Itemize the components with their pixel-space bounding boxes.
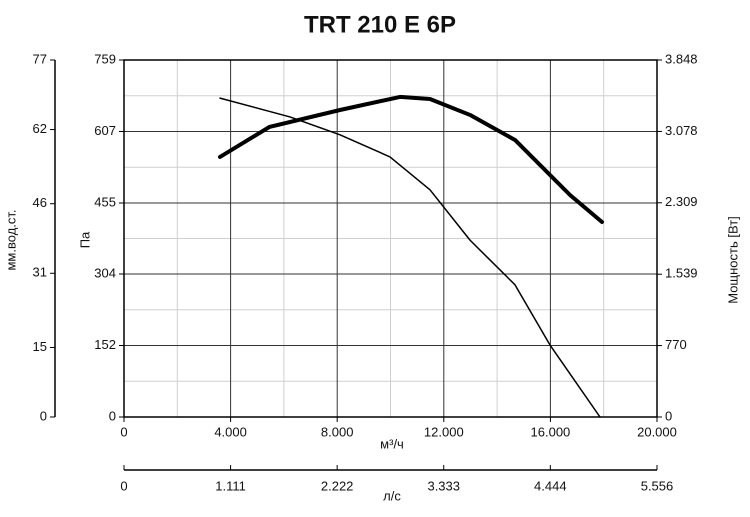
y3-tick-label: 77: [33, 51, 47, 66]
y3-tick-label: 62: [33, 121, 47, 136]
x2-tick-label: 4.444: [534, 478, 567, 493]
x2-tick-label: 1.111: [215, 478, 246, 493]
y3-tick-label: 0: [40, 408, 47, 423]
y3-tick-label: 15: [33, 339, 47, 354]
y2-tick-label: 1.539: [665, 266, 698, 281]
y-tick-label: 607: [94, 123, 116, 138]
x2-tick-label: 3.333: [427, 478, 460, 493]
y2-tick-label: 3.848: [665, 51, 698, 66]
y-axis-label: Па: [77, 231, 92, 248]
y-tick-label: 455: [94, 194, 116, 209]
plot-frame: [123, 59, 658, 418]
x2-tick-label: 2.222: [321, 478, 354, 493]
x2-tick-label: 5.556: [641, 478, 674, 493]
series-line: [219, 97, 601, 418]
x-tick-label: 4.000: [214, 424, 247, 439]
series-line: [217, 94, 604, 224]
y-tick-label: 152: [94, 337, 116, 352]
chart-title: TRT 210 E 6P: [304, 11, 456, 38]
x-tick-label: 0: [120, 424, 127, 439]
x-tick-label: 20.000: [637, 424, 677, 439]
y2-tick-label: 0: [665, 408, 672, 423]
y-tick-label: 304: [94, 265, 116, 280]
x2-tick-label: 0: [120, 478, 127, 493]
y2-tick-label: 2.309: [665, 194, 698, 209]
y3-tick-label: 46: [33, 195, 47, 210]
y3-axis-label: мм.вод.ст.: [3, 209, 18, 270]
x-tick-label: 8.000: [321, 424, 354, 439]
y2-axis-label: Мощность [Вт]: [725, 216, 740, 304]
x-axis-label: м³/ч: [380, 436, 404, 451]
y3-tick-label: 31: [33, 265, 47, 280]
x-tick-label: 16.000: [531, 424, 571, 439]
x2-axis-label: л/с: [383, 488, 401, 503]
x-tick-label: 12.000: [424, 424, 464, 439]
y-tick-label: 759: [94, 51, 116, 66]
y2-tick-label: 770: [665, 337, 687, 352]
y-tick-label: 0: [109, 408, 116, 423]
y2-tick-label: 3.078: [665, 123, 698, 138]
